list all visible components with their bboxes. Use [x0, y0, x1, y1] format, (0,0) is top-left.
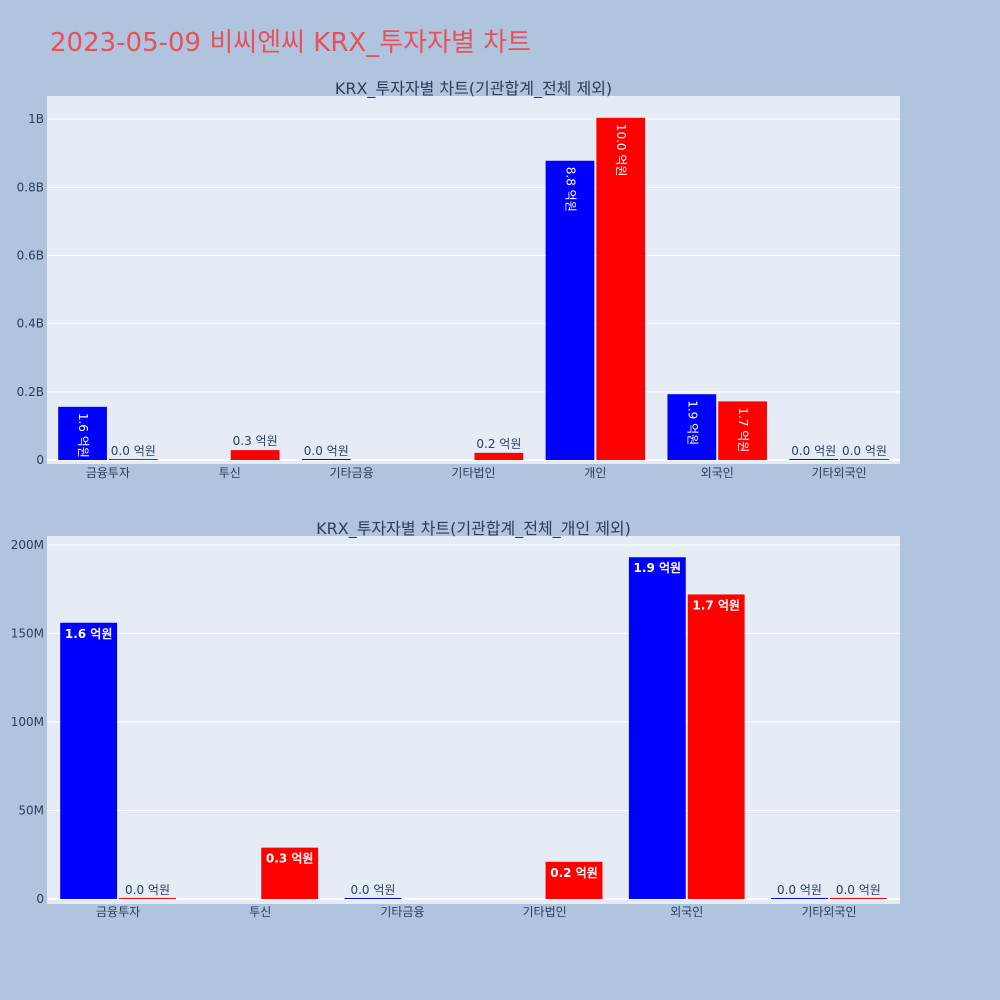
bar — [789, 459, 839, 460]
data-label: 0.0 억원 — [791, 444, 836, 458]
x-tick-label: 외국인 — [670, 905, 703, 919]
bar — [344, 898, 402, 899]
x-tick-label: 금융투자 — [86, 466, 130, 480]
bar — [628, 557, 686, 899]
chart-1: 0 0.2B 0.4B 0.6B 0.8B 1B KRX_투자자별 차트(기관합계_전체 제… — [17, 79, 900, 480]
x-tick-label: 개인 — [584, 466, 606, 480]
x-tick-label: 기타금융 — [330, 466, 374, 480]
bar — [230, 450, 280, 460]
data-label: 10.0 억원 — [614, 124, 628, 177]
data-label: 0.2 억원 — [476, 437, 521, 451]
x-tick-label: 기타금융 — [380, 905, 424, 919]
bar — [771, 898, 828, 899]
chart-title: KRX_투자자별 차트(기관합계_전체 제외) — [335, 79, 612, 99]
data-label: 0.0 억원 — [777, 883, 822, 897]
bar — [474, 452, 524, 460]
data-label: 1.6 억원 — [76, 413, 90, 458]
data-label: 0.0 억원 — [350, 883, 395, 897]
chart-title: KRX_투자자별 차트(기관합계_전체_개인 제외) — [316, 519, 631, 539]
data-label: 0.2 억원 — [550, 866, 598, 880]
bar — [718, 401, 767, 460]
plot-area — [47, 96, 900, 464]
bar — [840, 459, 889, 460]
y-tick-label: 0.2B — [17, 385, 44, 399]
x-tick-label: 투신 — [249, 905, 271, 919]
data-label: 0.0 억원 — [836, 883, 881, 897]
bar — [667, 394, 717, 460]
data-label: 8.8 억원 — [563, 167, 577, 212]
y-tick-label: 0.6B — [17, 249, 44, 263]
x-tick-label: 금융투자 — [96, 905, 140, 919]
data-label: 0.3 억원 — [266, 852, 314, 866]
data-label: 0.0 억원 — [304, 444, 349, 458]
y-tick-label: 0 — [36, 453, 44, 467]
data-label: 1.9 억원 — [685, 400, 699, 445]
bar — [545, 160, 595, 460]
chart-2: 0 50M 100M 150M 200M KRX_투자자별 차트(기관합계_전체_개인 제… — [11, 519, 900, 919]
bar — [108, 459, 158, 460]
bar — [119, 898, 176, 899]
x-tick-label: 기타법인 — [522, 905, 566, 919]
y-tick-label: 150M — [11, 626, 44, 640]
bar — [687, 594, 745, 899]
y-tick-label: 0.4B — [17, 317, 44, 331]
y-tick-label: 50M — [18, 803, 44, 817]
bar — [60, 622, 118, 899]
bar — [58, 406, 107, 460]
x-tick-label: 외국인 — [701, 466, 734, 480]
y-tick-label: 100M — [11, 715, 44, 729]
y-tick-label: 0.8B — [17, 180, 44, 194]
plot-area — [47, 536, 900, 904]
data-label: 0.0 억원 — [842, 444, 887, 458]
data-label: 0.0 억원 — [111, 444, 156, 458]
y-tick-label: 0 — [36, 892, 44, 906]
bar — [301, 459, 351, 460]
bar — [596, 117, 646, 460]
data-label: 0.0 억원 — [125, 883, 170, 897]
x-tick-label: 기타법인 — [451, 466, 495, 480]
page-title: 2023-05-09 비씨엔씨 KRX_투자자별 차트 — [50, 28, 532, 58]
y-tick-label: 1B — [28, 112, 44, 126]
x-tick-label: 투신 — [219, 466, 241, 480]
bar — [545, 861, 603, 899]
data-label: 1.9 억원 — [634, 561, 682, 575]
x-tick-label: 기타외국인 — [811, 466, 866, 480]
bar — [829, 898, 887, 899]
data-label: 1.6 억원 — [65, 627, 113, 641]
data-label: 0.3 억원 — [233, 434, 278, 448]
x-tick-label: 기타외국인 — [801, 905, 856, 919]
y-tick-label: 200M — [11, 538, 44, 552]
bar — [261, 847, 319, 899]
data-label: 1.7 억원 — [736, 407, 750, 452]
data-label: 1.7 억원 — [692, 598, 740, 612]
